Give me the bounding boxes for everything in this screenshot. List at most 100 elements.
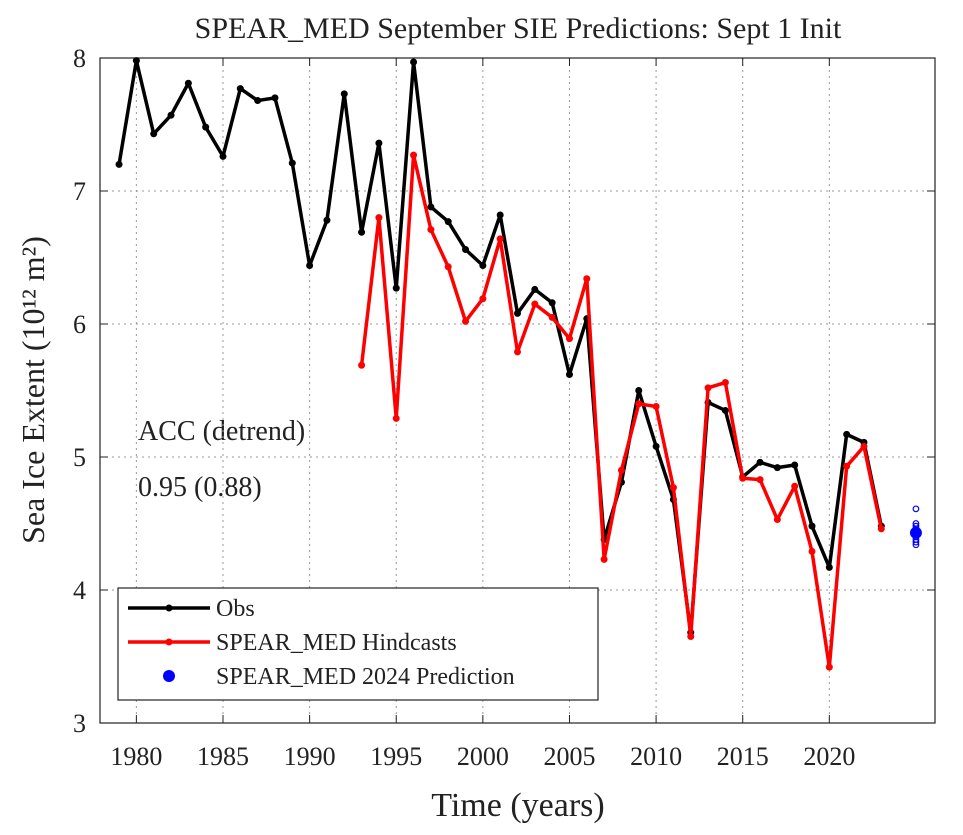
data-point [444,263,452,271]
data-point [479,261,487,269]
y-tick-label: 7 [73,177,86,206]
data-point [860,442,868,450]
data-point [531,300,539,308]
x-tick-label: 1980 [110,742,162,771]
data-point [254,97,262,105]
data-point [271,94,279,102]
data-point [427,203,435,211]
data-point [236,85,244,93]
x-tick-label: 2015 [717,742,769,771]
data-point [358,361,366,369]
data-point [791,461,799,469]
data-point [721,406,729,414]
data-point [652,402,660,410]
data-point [479,295,487,303]
data-point [375,214,383,222]
data-point [687,633,695,641]
data-point [773,516,781,524]
legend-label: SPEAR_MED 2024 Prediction [216,664,515,690]
data-point [912,541,920,549]
x-tick-label: 2020 [803,742,855,771]
y-tick-label: 4 [73,576,86,605]
plot-frame [99,57,936,724]
x-tick-label: 1990 [284,742,336,771]
data-point [358,228,366,236]
data-point [306,261,314,269]
data-point [565,371,573,379]
data-point [514,348,521,356]
x-tick-label: 2000 [457,742,509,771]
data-point [323,216,331,224]
data-point [410,58,418,66]
data-point [808,547,816,555]
data-point [115,160,123,168]
data-point [375,139,383,147]
data-point [808,522,816,530]
data-point [167,111,175,119]
y-tick-label: 6 [73,310,86,339]
data-point [184,79,192,87]
data-point [652,442,660,450]
data-point [843,430,851,438]
x-tick-label: 1985 [197,742,249,771]
data-point [219,152,227,160]
data-point [739,474,747,482]
data-point [288,159,296,167]
data-point [392,414,400,422]
x-axis-label: Time (years) [431,787,604,824]
x-tick-label: 1995 [370,742,422,771]
data-point [825,663,833,671]
data-point [909,526,922,539]
data-point [462,246,470,254]
data-point [427,226,435,234]
data-point [444,218,452,226]
data-point [392,284,400,292]
data-point [791,482,799,490]
legend-marker [163,670,175,682]
data-point [721,379,729,387]
data-point [912,538,920,546]
data-point [531,285,539,293]
x-tick-label: 2005 [543,742,595,771]
legend-marker [165,604,173,612]
data-point [496,235,504,243]
data-point [410,151,418,159]
data-point [548,313,556,321]
data-point [565,335,573,343]
data-point [583,275,591,283]
annotation: ACC (detrend) [138,416,305,447]
data-point [773,464,781,472]
y-tick-label: 5 [73,443,86,472]
data-point [340,90,348,98]
legend-label: SPEAR_MED Hindcasts [216,630,457,656]
legend-marker [165,638,173,646]
y-tick-label: 3 [73,709,86,738]
legend-label: Obs [216,596,255,622]
y-axis-label: Sea Ice Extent (10¹² m²) [15,236,51,544]
data-point [912,505,920,513]
data-point [150,130,158,138]
data-point [600,555,608,563]
data-point [704,384,712,392]
data-point [496,211,504,219]
data-point [132,57,140,65]
data-point [843,462,851,470]
annotation: 0.95 (0.88) [138,472,262,503]
data-point [635,400,643,408]
data-point [617,466,625,474]
x-tick-label: 2010 [630,742,682,771]
y-tick-label: 8 [73,44,86,73]
chart-title: SPEAR_MED September SIE Predictions: Sep… [195,12,842,45]
data-point [548,299,556,307]
data-point [462,317,470,325]
data-point [202,123,210,131]
data-point [877,525,885,533]
data-point [756,458,764,466]
data-point [669,484,677,492]
series-line [117,58,884,635]
data-point [756,476,764,484]
data-point [514,309,521,317]
data-point [825,563,833,571]
data-point [635,387,643,394]
